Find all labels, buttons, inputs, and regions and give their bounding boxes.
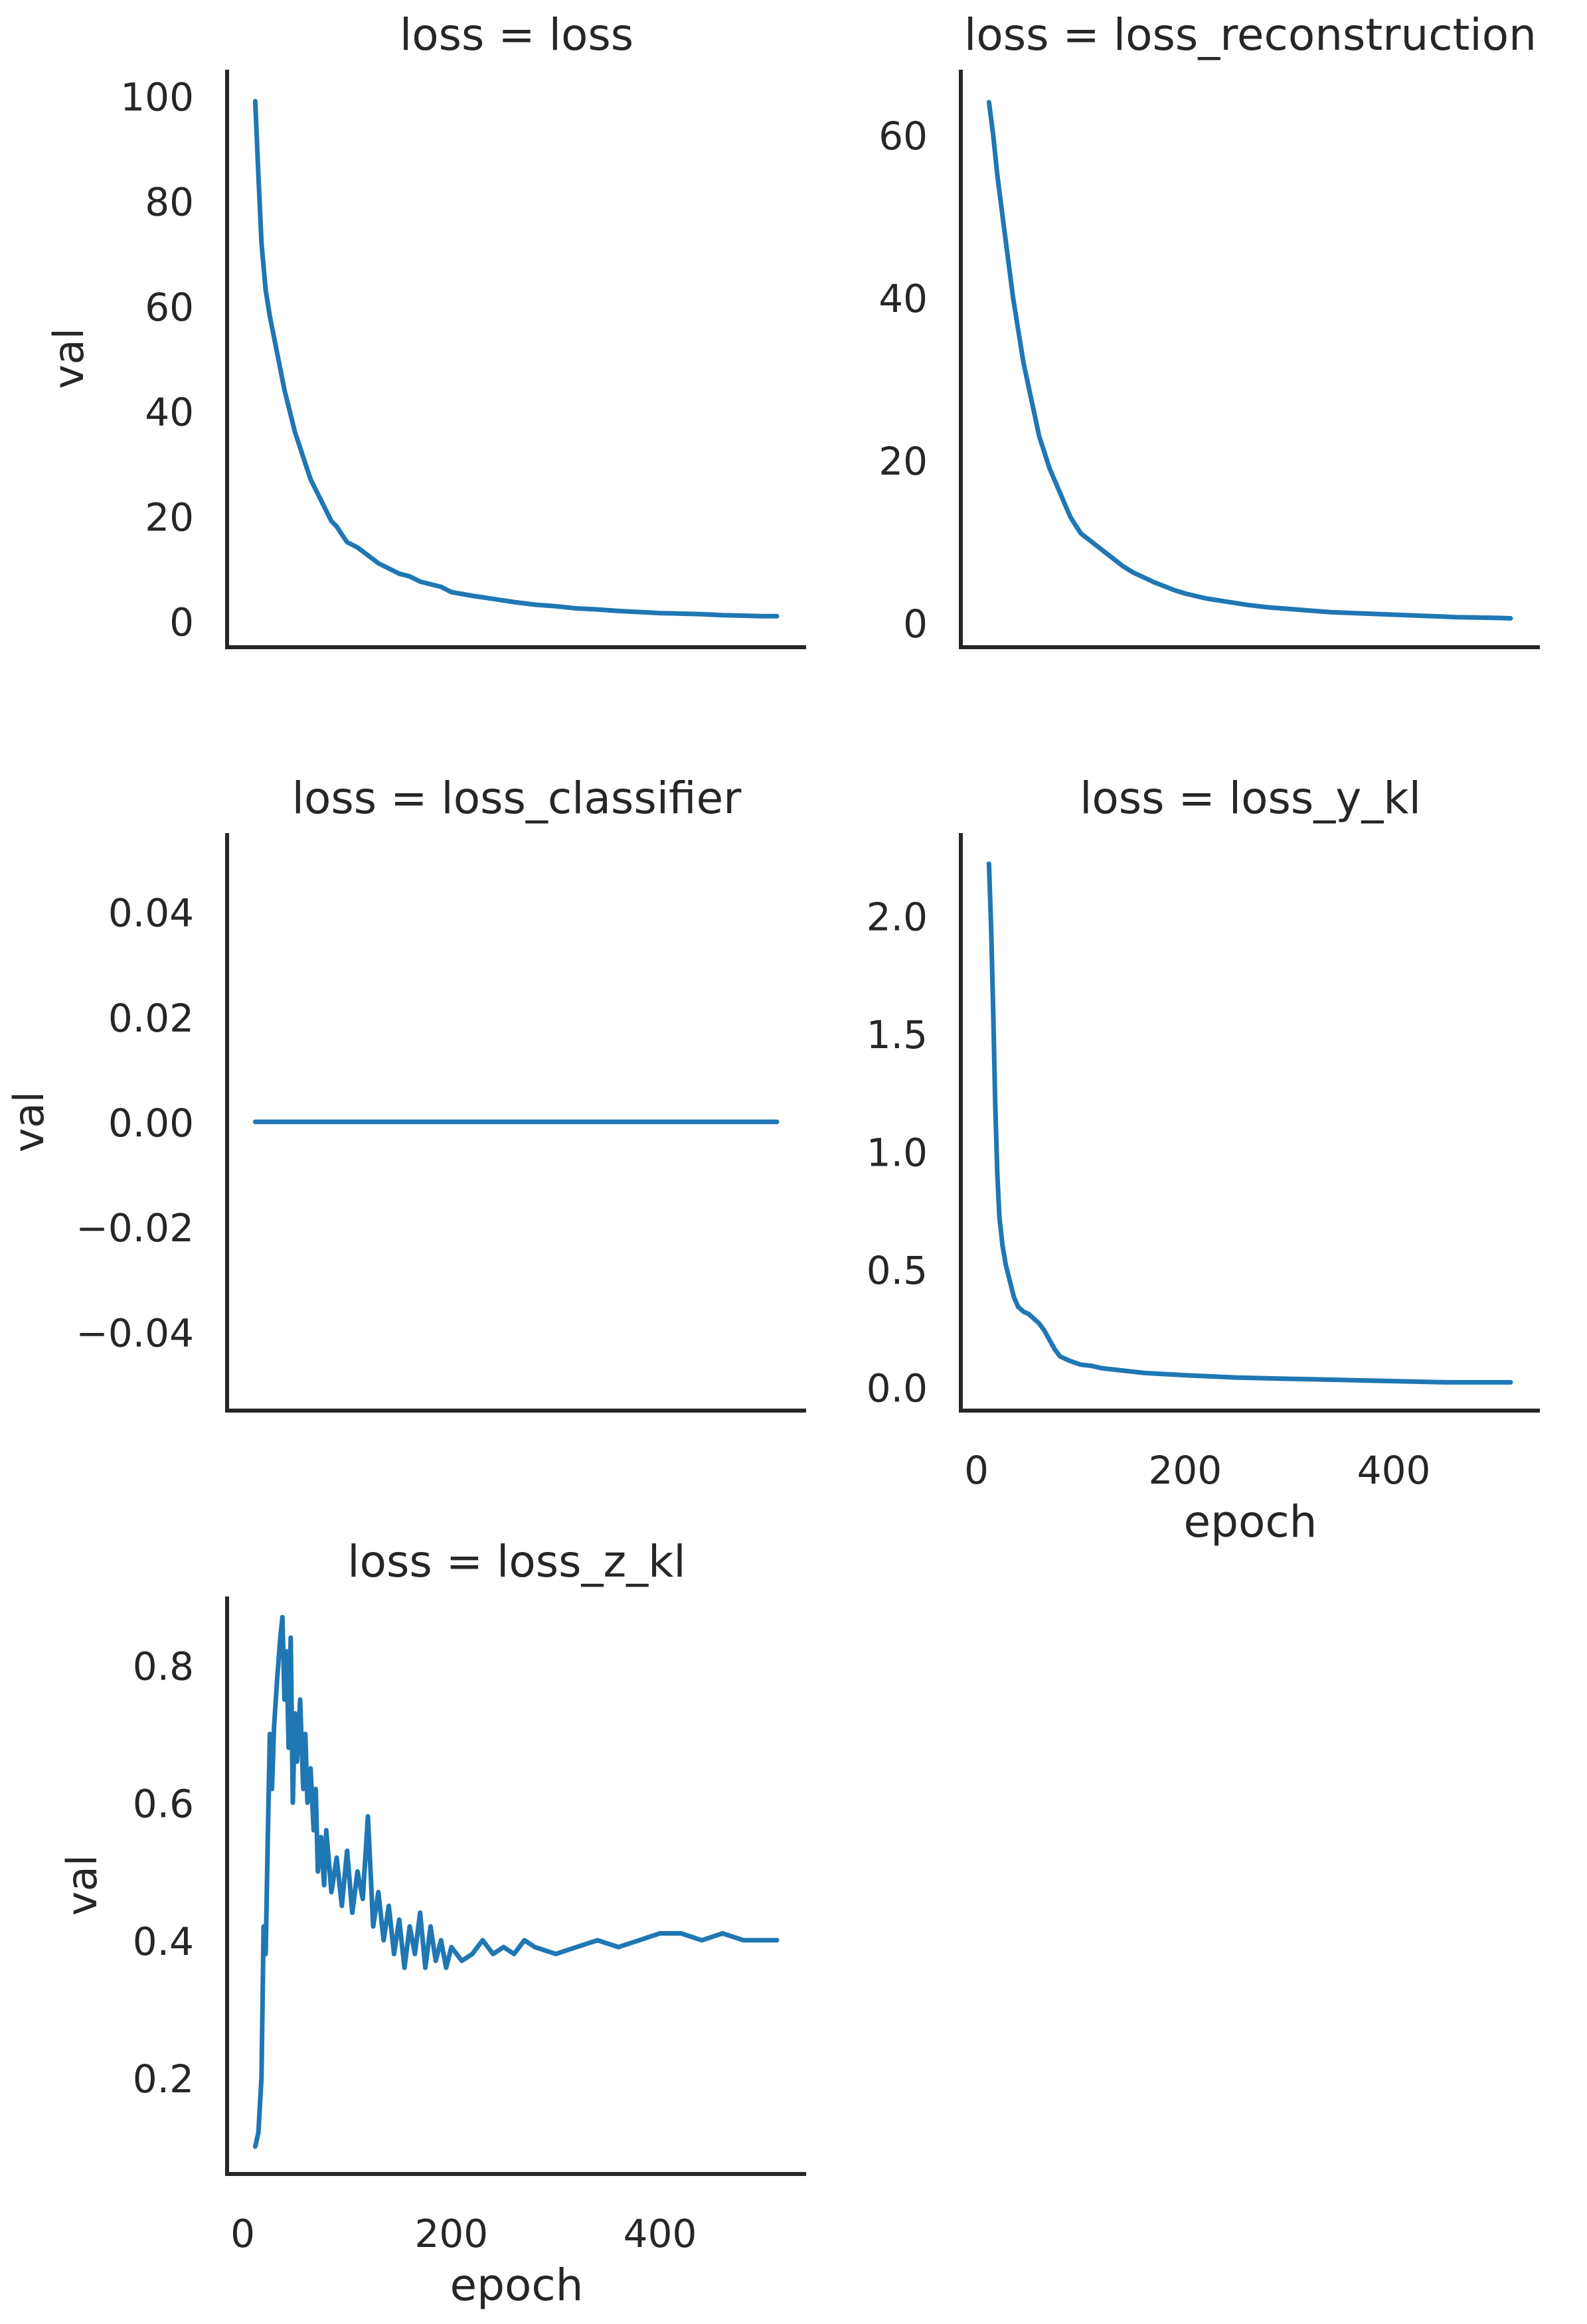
y-axis-label: val bbox=[58, 1855, 106, 1916]
y-tick-label: 1.0 bbox=[867, 1130, 928, 1175]
y-tick-label: −0.02 bbox=[76, 1205, 194, 1251]
series-line-1 bbox=[986, 100, 1513, 621]
x-tick-label: 200 bbox=[414, 2211, 488, 2256]
facet-panel-2: loss = loss_reconstruction 0 20 40 60 bbox=[878, 9, 1540, 649]
y-tick-label: 40 bbox=[878, 276, 928, 321]
y-tick-label: 60 bbox=[145, 285, 194, 330]
series-line-1 bbox=[252, 1614, 780, 2149]
facet-panel-5: loss = loss_z_kl 0.2 0.4 0.6 0.8 0 200 400 val ep… bbox=[58, 1536, 806, 2311]
y-tick-label: 100 bbox=[120, 75, 194, 120]
y-tick-label: 20 bbox=[145, 495, 194, 540]
x-axis-label: epoch bbox=[1184, 1496, 1317, 1547]
y-tick-label: 2.0 bbox=[867, 894, 928, 939]
y-axis-label: val bbox=[44, 328, 93, 389]
series-line-1 bbox=[252, 99, 780, 619]
y-tick-label: 0.4 bbox=[133, 1919, 194, 1964]
facet-panel-1: loss = loss 0 20 40 60 80 100 val bbox=[44, 9, 806, 649]
y-tick-label: 0.02 bbox=[108, 996, 194, 1041]
series-line-1 bbox=[986, 861, 1513, 1385]
y-tick-label: 0 bbox=[169, 599, 194, 645]
panel-title: loss = loss_reconstruction bbox=[964, 9, 1537, 60]
facet-panel-4: loss = loss_y_kl 0.0 0.5 1.0 1.5 2.0 0 200 400 ep… bbox=[867, 773, 1540, 1547]
y-tick-label: −0.04 bbox=[76, 1310, 194, 1356]
panel-title: loss = loss_z_kl bbox=[347, 1536, 685, 1587]
y-axis-label: val bbox=[5, 1091, 53, 1152]
x-tick-label: 400 bbox=[1357, 1448, 1431, 1493]
x-tick-label: 200 bbox=[1148, 1448, 1222, 1493]
y-tick-label: 60 bbox=[878, 114, 928, 159]
y-tick-label: 0.00 bbox=[108, 1101, 194, 1146]
panel-title: loss = loss bbox=[400, 9, 633, 60]
y-tick-label: 0.0 bbox=[867, 1365, 928, 1411]
y-tick-label: 0.2 bbox=[133, 2056, 194, 2102]
y-tick-label: 40 bbox=[145, 390, 194, 435]
x-tick-label: 400 bbox=[624, 2211, 697, 2256]
y-tick-label: 1.5 bbox=[867, 1012, 928, 1057]
x-tick-label: 0 bbox=[230, 2211, 255, 2256]
y-tick-label: 0.04 bbox=[108, 891, 194, 936]
y-tick-label: 80 bbox=[145, 180, 194, 225]
y-tick-label: 0.5 bbox=[867, 1248, 928, 1293]
facet-panel-3: loss = loss_classifier −0.04 −0.02 0.00 0.02… bbox=[5, 773, 806, 1413]
y-tick-label: 0 bbox=[903, 601, 928, 647]
x-axis-label: epoch bbox=[450, 2260, 584, 2311]
x-tick-label: 0 bbox=[964, 1448, 989, 1493]
y-tick-label: 20 bbox=[878, 439, 928, 484]
y-tick-label: 0.6 bbox=[133, 1782, 194, 1827]
panel-title: loss = loss_classifier bbox=[292, 773, 742, 824]
y-tick-label: 0.8 bbox=[133, 1644, 194, 1689]
panel-title: loss = loss_y_kl bbox=[1080, 773, 1421, 824]
